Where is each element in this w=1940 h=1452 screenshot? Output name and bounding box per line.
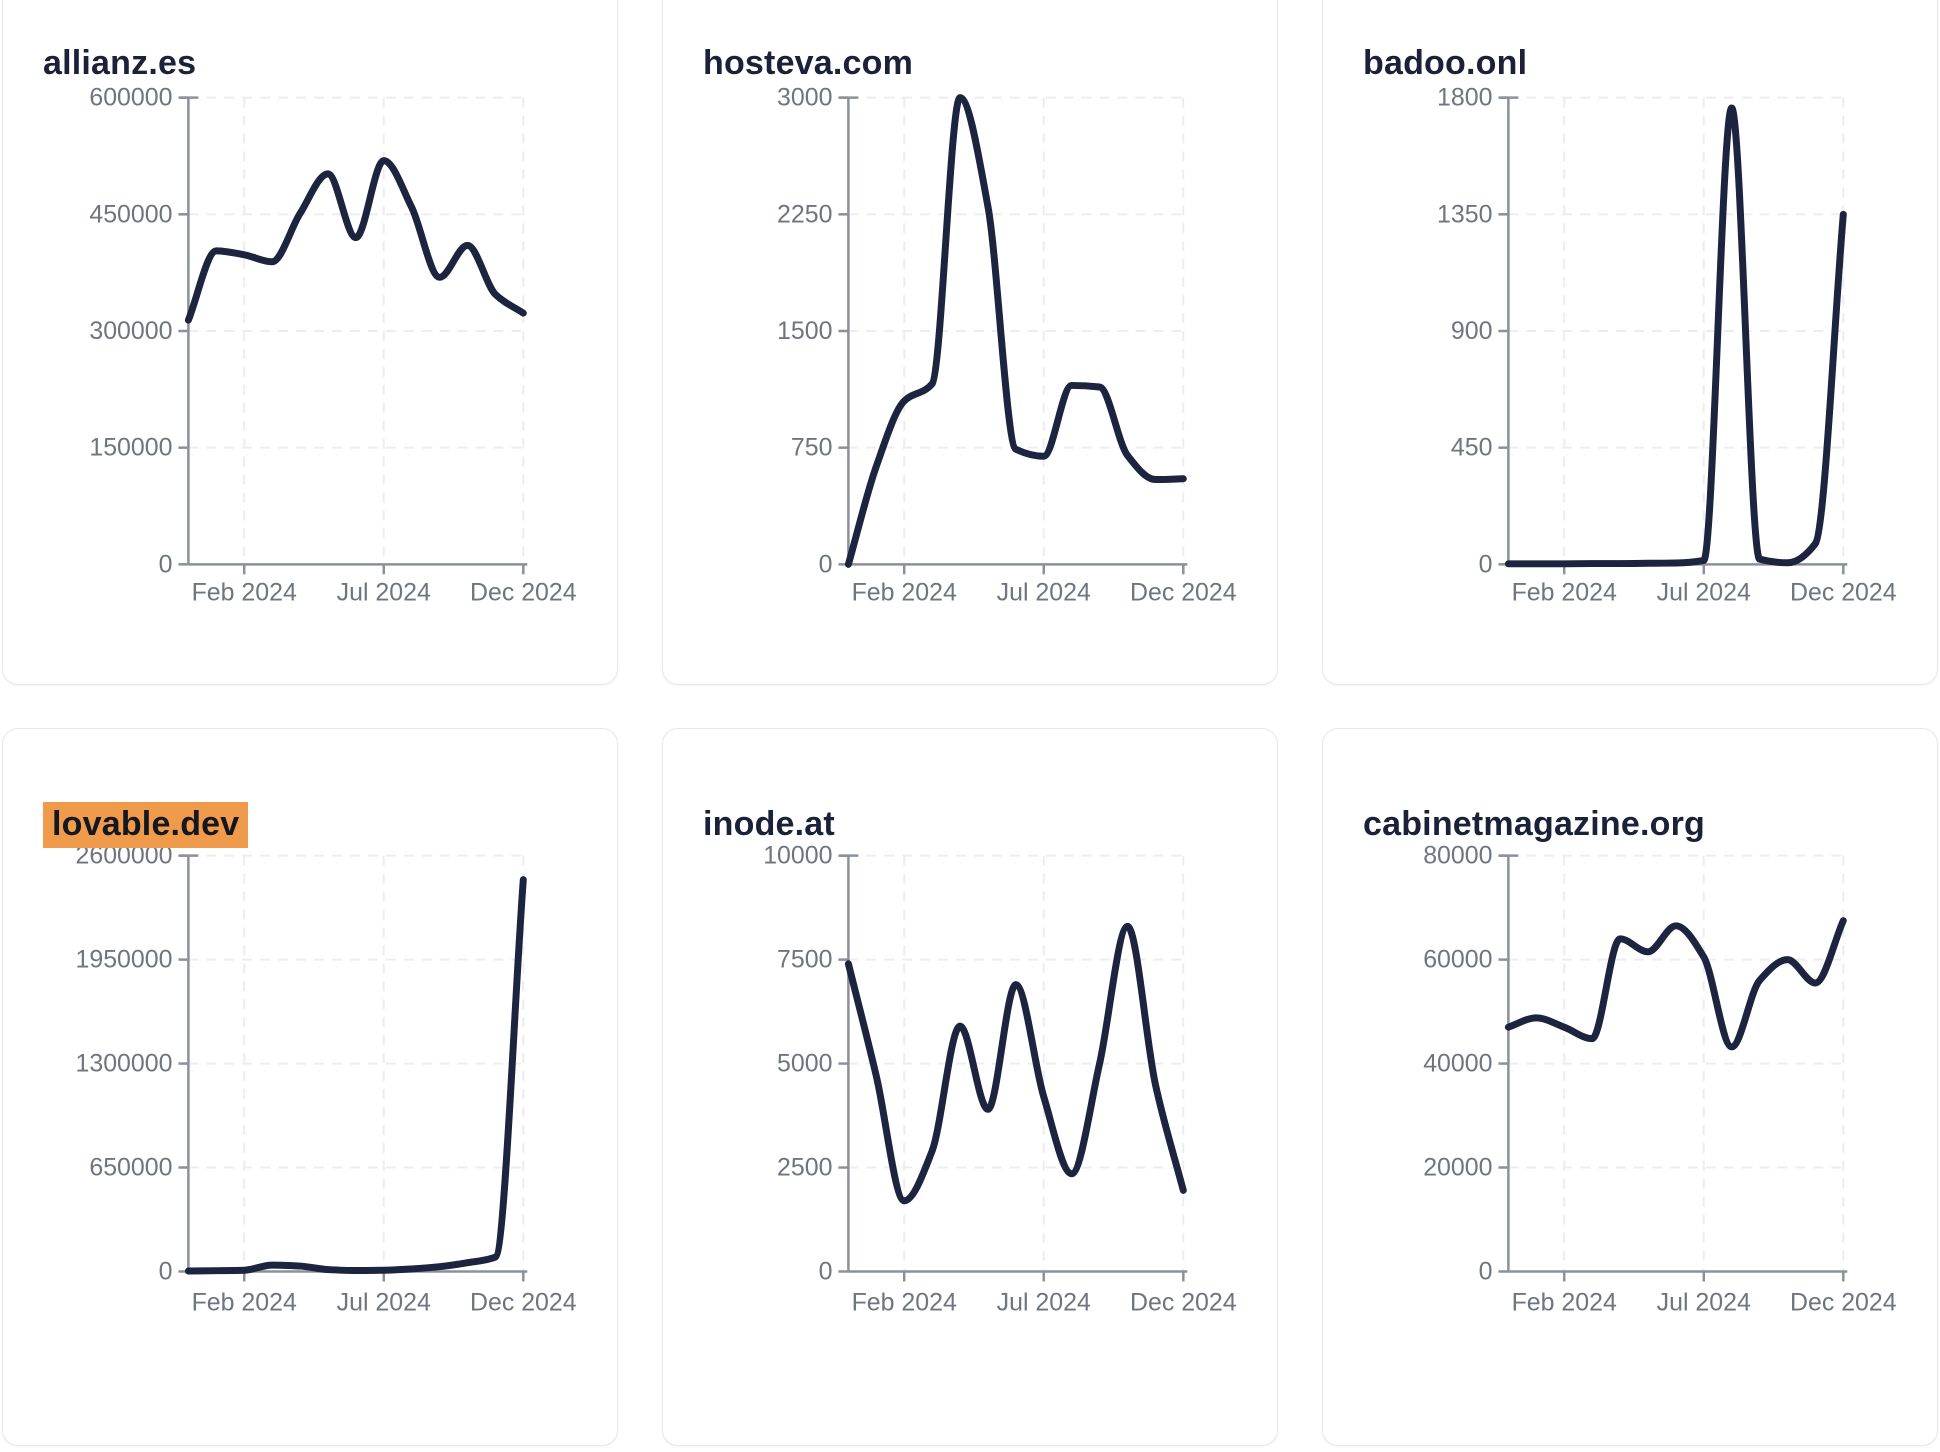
series-line (1504, 104, 1847, 568)
chart-title: allianz.es (43, 44, 196, 83)
x-tick-label: Dec 2024 (1790, 1288, 1897, 1316)
chart-title-text: inode.at (703, 805, 835, 844)
series-line (844, 922, 1187, 1205)
y-tick-label: 600000 (89, 84, 172, 112)
y-tick-label: 3000 (777, 84, 832, 112)
y-tick-label: 1950000 (76, 946, 173, 974)
y-tick-label: 150000 (89, 434, 172, 462)
chart-title-text: lovable.dev (43, 802, 249, 849)
x-tick-label: Feb 2024 (192, 1288, 297, 1316)
chart-card-hosteva-com[interactable]: hosteva.com 0 750 1500 2250 3000 Feb 2024 Jul … (662, 0, 1278, 685)
y-tick-label: 300000 (89, 317, 172, 345)
chart-title-text: cabinetmagazine.org (1363, 805, 1705, 844)
x-tick-label: Feb 2024 (1512, 1288, 1617, 1316)
y-tick-label: 900 (1451, 317, 1493, 345)
chart-title: hosteva.com (703, 44, 913, 83)
y-tick-label: 1300000 (76, 1050, 173, 1078)
x-tick-label: Dec 2024 (1130, 578, 1237, 606)
y-tick-label: 750 (791, 434, 833, 462)
x-tick-label: Dec 2024 (470, 1288, 577, 1316)
x-tick-label: Dec 2024 (1790, 578, 1897, 606)
x-tick-label: Feb 2024 (192, 578, 297, 606)
y-tick-label: 80000 (1423, 842, 1492, 870)
x-tick-label: Jul 2024 (337, 578, 431, 606)
y-tick-label: 7500 (777, 946, 832, 974)
x-tick-label: Jul 2024 (997, 578, 1091, 606)
y-tick-label: 650000 (89, 1154, 172, 1182)
chart-canvas: 0 20000 40000 60000 80000 Feb 2024 Jul 2024 Dec… (1423, 842, 1897, 1317)
chart-canvas: 0 150000 300000 450000 600000 Feb 2024 Jul 202… (89, 84, 577, 607)
y-tick-label: 0 (1479, 550, 1493, 578)
y-tick-label: 0 (1479, 1257, 1493, 1285)
chart-title: badoo.onl (1363, 44, 1527, 83)
chart-title-text: hosteva.com (703, 44, 914, 83)
series-line (844, 94, 1187, 568)
chart-canvas: 0 750 1500 2250 3000 Feb 2024 Jul 2024 Dec 2024 (777, 84, 1237, 607)
series-line (184, 876, 527, 1275)
y-tick-label: 0 (159, 1257, 173, 1285)
chart-card-badoo-onl[interactable]: badoo.onl 0 450 900 1350 1800 Feb 2024 Jul 202… (1322, 0, 1938, 685)
chart-card-cabinetmagazine-org[interactable]: cabinetmagazine.org 0 20000 40000 60000 8000… (1322, 728, 1938, 1446)
y-tick-label: 0 (819, 1257, 833, 1285)
y-tick-label: 5000 (777, 1050, 832, 1078)
x-tick-label: Feb 2024 (1512, 578, 1617, 606)
y-tick-label: 450000 (89, 200, 172, 228)
y-tick-label: 1800 (1437, 84, 1492, 112)
chart-title-text: allianz.es (43, 44, 197, 83)
x-tick-label: Jul 2024 (1657, 1288, 1751, 1316)
y-tick-label: 2250 (777, 200, 832, 228)
x-tick-label: Feb 2024 (852, 578, 957, 606)
x-tick-label: Feb 2024 (852, 1288, 957, 1316)
y-tick-label: 60000 (1423, 946, 1492, 974)
x-tick-label: Jul 2024 (997, 1288, 1091, 1316)
y-tick-label: 450 (1451, 434, 1493, 462)
y-tick-label: 40000 (1423, 1050, 1492, 1078)
chart-canvas: 0 2500 5000 7500 10000 Feb 2024 Jul 2024 Dec 20… (763, 842, 1237, 1317)
x-tick-label: Dec 2024 (470, 578, 577, 606)
y-tick-label: 10000 (763, 842, 832, 870)
chart-title: lovable.dev (43, 802, 249, 849)
y-tick-label: 1350 (1437, 200, 1492, 228)
chart-title: cabinetmagazine.org (1363, 805, 1705, 844)
y-tick-label: 2500 (777, 1154, 832, 1182)
y-tick-label: 20000 (1423, 1154, 1492, 1182)
chart-card-allianz-es[interactable]: allianz.es 0 150000 300000 450000 600000 Feb … (2, 0, 618, 685)
chart-title-text: badoo.onl (1363, 44, 1528, 83)
chart-title: inode.at (703, 805, 835, 844)
x-tick-label: Dec 2024 (1130, 1288, 1237, 1316)
series-line (1504, 917, 1847, 1051)
series-line (184, 157, 527, 324)
chart-card-inode-at[interactable]: inode.at 0 2500 5000 7500 10000 Feb 2024 Jul 2… (662, 728, 1278, 1446)
y-tick-label: 0 (159, 550, 173, 578)
y-tick-label: 0 (819, 550, 833, 578)
chart-card-lovable-dev[interactable]: lovable.dev 0 650000 1300000 1950000 2600000… (2, 728, 618, 1446)
y-tick-label: 1500 (777, 317, 832, 345)
x-tick-label: Jul 2024 (1657, 578, 1751, 606)
chart-canvas: 0 450 900 1350 1800 Feb 2024 Jul 2024 Dec 2024 (1437, 84, 1897, 607)
x-tick-label: Jul 2024 (337, 1288, 431, 1316)
